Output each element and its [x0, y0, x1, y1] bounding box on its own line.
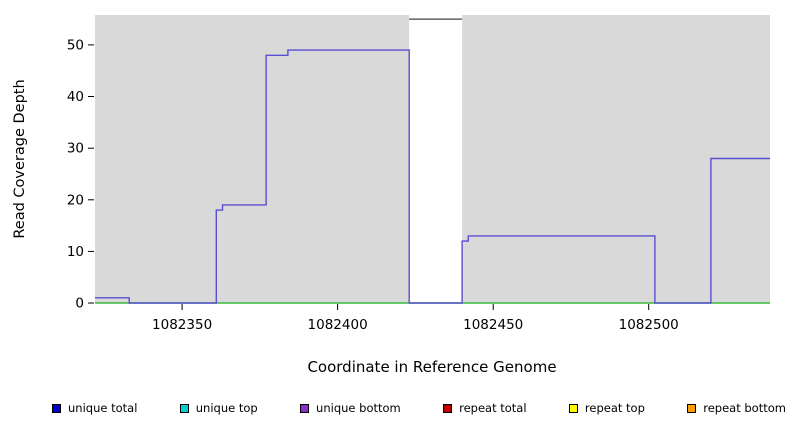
legend-item-repeat-total: repeat total [443, 401, 527, 415]
legend-item-unique-top: unique top [179, 401, 258, 415]
x-tick-label: 1082500 [619, 317, 679, 333]
x-tick-label: 1082400 [308, 317, 368, 333]
legend-item-unique-bottom: unique bottom [300, 401, 401, 415]
legend-label-unique-total: unique total [68, 401, 138, 415]
y-tick-label: 40 [67, 89, 84, 105]
legend-swatch-repeat-total [443, 403, 453, 413]
legend-swatch-repeat-bottom [687, 403, 697, 413]
legend-label-repeat-bottom: repeat bottom [703, 401, 786, 415]
legend-label-repeat-top: repeat top [584, 401, 645, 415]
coverage-plot: Coordinate in Reference Genome Read Cove… [12, 15, 770, 376]
legend-label-unique-top: unique top [195, 401, 258, 415]
y-tick-label: 0 [75, 296, 84, 312]
masked-region [409, 15, 463, 303]
y-tick-label: 30 [67, 141, 84, 157]
x-tick-label: 1082350 [152, 317, 212, 333]
legend-item-repeat-top: repeat top [568, 401, 645, 415]
y-tick-label: 10 [67, 244, 84, 260]
legend-label-unique-bottom: unique bottom [316, 401, 401, 415]
legend-swatch-unique-total [52, 403, 61, 413]
y-axis-label: Read Coverage Depth [12, 79, 28, 238]
y-tick-label: 50 [67, 37, 84, 53]
legend-item-unique-total: unique total [52, 401, 137, 415]
legend-swatch-unique-top [179, 403, 189, 413]
legend-label-repeat-total: repeat total [459, 401, 527, 415]
legend-item-repeat-bottom: repeat bottom [687, 401, 786, 415]
legend: unique total unique top unique bottom re… [52, 399, 786, 417]
coverage-step-line [95, 49, 770, 304]
legend-swatch-repeat-top [568, 403, 578, 413]
x-tick-label: 1082450 [463, 317, 523, 333]
legend-swatch-unique-bottom [300, 403, 310, 413]
x-axis-label: Coordinate in Reference Genome [307, 358, 556, 376]
y-tick-label: 20 [67, 192, 84, 208]
